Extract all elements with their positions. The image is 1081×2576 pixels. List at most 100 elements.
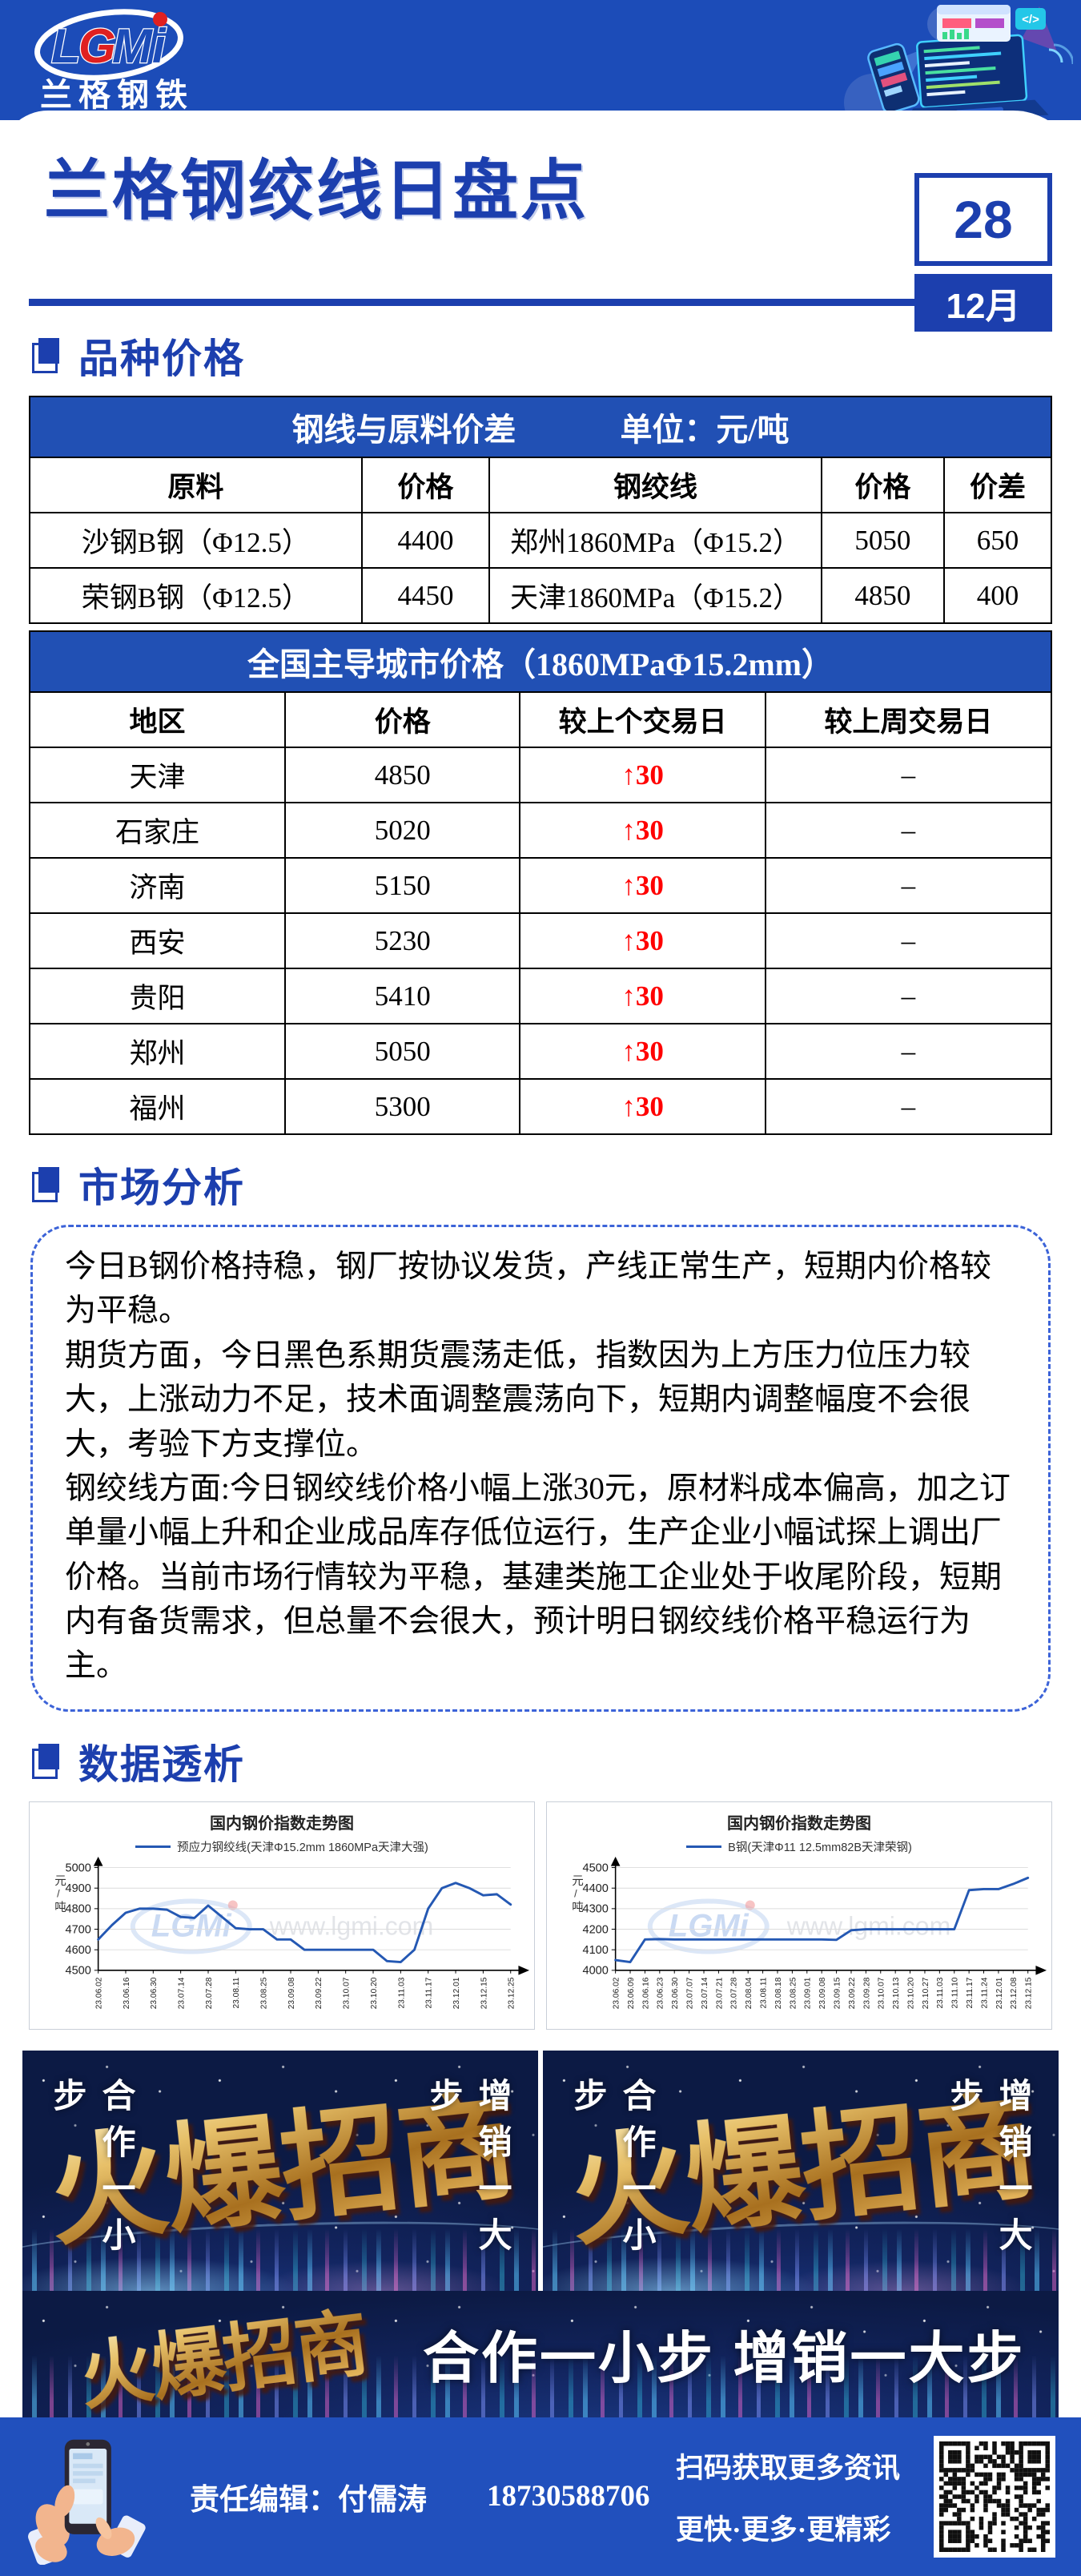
svg-text:23.10.20: 23.10.20 (906, 1977, 915, 2009)
section-square-icon (32, 1743, 66, 1779)
table-cell: 石家庄 (29, 802, 286, 859)
logo-dot (153, 12, 167, 26)
svg-text:23.07.28: 23.07.28 (205, 1977, 214, 2009)
svg-text:4600: 4600 (65, 1944, 90, 1957)
svg-text:23.06.16: 23.06.16 (123, 1977, 131, 2009)
svg-text:23.06.30: 23.06.30 (150, 1977, 159, 2009)
svg-text:23.11.03: 23.11.03 (397, 1977, 406, 2008)
svg-text:23.11.03: 23.11.03 (936, 1977, 945, 2008)
code-badge-icon: </> (1015, 8, 1046, 30)
svg-text:23.10.07: 23.10.07 (343, 1977, 352, 2009)
column-header: 价格 (360, 457, 491, 513)
svg-text:23.10.07: 23.10.07 (878, 1977, 886, 2009)
svg-text:23.06.30: 23.06.30 (671, 1977, 680, 2009)
svg-text:23.11.17: 23.11.17 (966, 1977, 975, 2008)
chart-legend: B钢(天津Φ11 12.5mm82B天津荣钢) (550, 1838, 1048, 1855)
banner-left-text: 合作一小步 (49, 2077, 135, 2264)
svg-text:23.10.27: 23.10.27 (922, 1977, 930, 2009)
banner-panel: 合作一小步 火爆招商 增销一大步 (543, 2050, 1059, 2291)
date-block: 28 12月 (914, 173, 1052, 332)
svg-text:23.07.14: 23.07.14 (178, 1977, 187, 2009)
table-cell: 沙钢B钢（Φ12.5） (29, 512, 363, 569)
svg-text:23.09.28: 23.09.28 (862, 1977, 871, 2009)
svg-text:23.12.15: 23.12.15 (480, 1977, 488, 2009)
svg-text:4300: 4300 (582, 1902, 608, 1915)
table-row: 石家庄 5020 ↑30– (29, 802, 1053, 859)
promo-banner: 合作一小步 火爆招商 增销一大步 合作一小步 火爆招商 增销一大步 火 (22, 2050, 1059, 2417)
legend-line-icon (686, 1845, 722, 1848)
table-cell: 郑州1860MPa（Φ15.2） (488, 512, 822, 569)
table-cell: 天津1860MPa（Φ15.2） (488, 567, 822, 624)
table-cell: – (764, 1078, 1053, 1135)
table-row: 济南 5150 ↑30– (29, 857, 1053, 914)
chart-title: 国内钢价指数走势图 (727, 1814, 871, 1833)
svg-text:23.08.11: 23.08.11 (759, 1977, 768, 2008)
logo-letters-mi: Mi (112, 19, 167, 73)
column-header: 价格 (283, 691, 521, 748)
svg-text:4000: 4000 (582, 1964, 608, 1977)
svg-text:23.06.23: 23.06.23 (657, 1977, 665, 2009)
table-cell: ↑30 (519, 857, 766, 914)
table-cell: – (764, 968, 1053, 1024)
svg-text:23.08.04: 23.08.04 (745, 1977, 753, 2009)
table-cell: 5020 (283, 802, 521, 859)
svg-text:23.10.20: 23.10.20 (370, 1977, 379, 2009)
table-cell: ↑30 (519, 1023, 766, 1080)
logo-brand-name: 兰格钢铁 (40, 77, 194, 113)
section-square-icon (32, 1167, 66, 1202)
lgmi-logo: L G Mi 兰格钢铁 (34, 9, 194, 113)
watermark: LGMi www.lgmi.com (130, 1898, 433, 1954)
section-analysis-title: 市场分析 (78, 1165, 245, 1210)
svg-text:23.07.14: 23.07.14 (701, 1977, 709, 2009)
table-cell: 5230 (283, 912, 521, 969)
table-cell: 5150 (283, 857, 521, 914)
table-cell: 5050 (820, 512, 945, 569)
banner-slogan: 合作一小步 增销一大步 (423, 2327, 1026, 2390)
column-header: 地区 (29, 691, 286, 748)
table-cell: 福州 (29, 1078, 286, 1135)
city-table-body: 天津 4850 ↑30– 石家庄 5020 ↑30– 济南 5150 ↑30– 西安 5230 ↑30… (29, 747, 1053, 1135)
editor-phone: 18730588706 (487, 2480, 650, 2514)
svg-text:元: 元 (54, 1875, 66, 1888)
city-table: 全国主导城市价格（1860MPaΦ15.2mm） 地区 价格 较上个交易日 较上周交易… (29, 630, 1053, 1135)
svg-text:23.09.22: 23.09.22 (848, 1977, 857, 2009)
svg-text:23.08.25: 23.08.25 (260, 1977, 269, 2009)
table-row: 郑州 5050 ↑30– (29, 1023, 1053, 1080)
svg-text:23.07.28: 23.07.28 (730, 1977, 739, 2009)
svg-text:吨: 吨 (572, 1901, 584, 1914)
svg-text:23.12.08: 23.12.08 (1010, 1977, 1019, 2009)
title-row: 兰格钢绞线日盘点 28 12月 (0, 139, 1081, 332)
line-chart: 4500 4600 4700 4800 4900 5000 元 / 吨 23.06.02 23.06… (33, 1855, 531, 2027)
svg-text:4800: 4800 (65, 1902, 90, 1915)
table-row: 天津 4850 ↑30– (29, 747, 1053, 803)
table-cell: 5410 (283, 968, 521, 1024)
section-square-icon (32, 338, 66, 373)
svg-text:23.09.15: 23.09.15 (833, 1977, 842, 2009)
chart-strand-price: 国内钢价指数走势图 预应力钢绞线(天津Φ15.2mm 1860MPa天津大强) … (29, 1801, 535, 2030)
table-row: 福州 5300 ↑30– (29, 1078, 1053, 1135)
legend-line-icon (135, 1845, 171, 1848)
table-cell: – (764, 747, 1053, 803)
svg-text:4500: 4500 (65, 1964, 90, 1977)
title-divider (29, 299, 1052, 306)
svg-text:23.11.24: 23.11.24 (980, 1977, 989, 2008)
analysis-box: 今日B钢价格持稳，钢厂按协议发货，产线正常生产，短期内价格较为平稳。 期货方面，… (30, 1225, 1051, 1712)
table-cell: – (764, 857, 1053, 914)
svg-text:4200: 4200 (582, 1923, 608, 1936)
table-cell: 5300 (283, 1078, 521, 1135)
table-cell: ↑30 (519, 968, 766, 1024)
column-header: 价差 (942, 457, 1053, 513)
svg-text:23.12.15: 23.12.15 (1025, 1977, 1034, 2009)
banner-right-text: 增销一大步 (425, 2077, 512, 2264)
analysis-paragraph: 钢绞线方面:今日钢绞线价格小幅上涨30元，原材料成本偏高，加之订单量小幅上升和企… (65, 1471, 1011, 1684)
svg-text:4900: 4900 (65, 1882, 90, 1895)
banner-left-text: 合作一小步 (569, 2077, 656, 2264)
svg-text:23.09.08: 23.09.08 (287, 1977, 296, 2009)
svg-text:23.06.02: 23.06.02 (613, 1977, 621, 2009)
spread-table-band: 钢线与原料价差 单位：元/吨 (29, 396, 1052, 458)
table-cell: 4400 (360, 512, 491, 569)
svg-text:23.11.10: 23.11.10 (951, 1977, 960, 2008)
table-row: 贵阳 5410 ↑30– (29, 968, 1053, 1024)
table-cell: 天津 (29, 747, 286, 803)
column-header: 较上周交易日 (764, 691, 1053, 748)
